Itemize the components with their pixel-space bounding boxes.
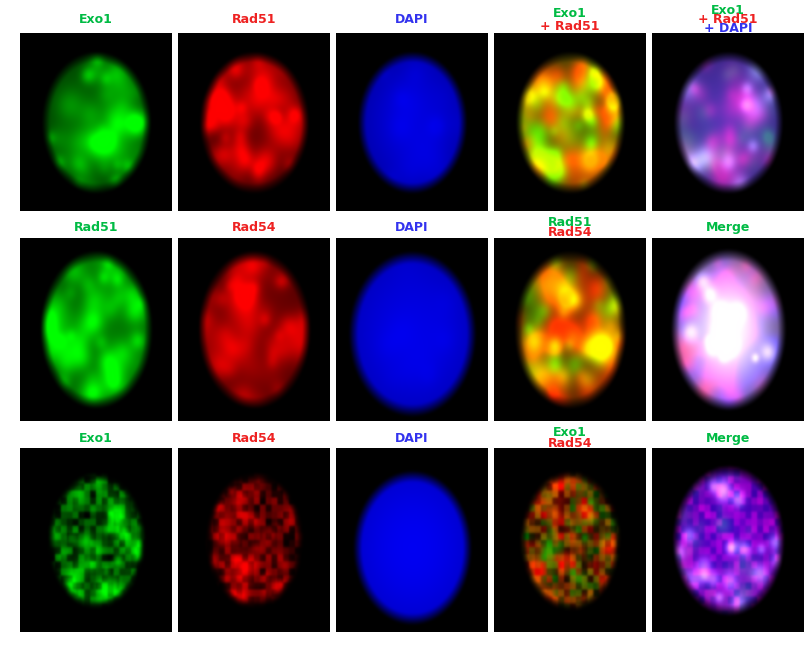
Text: Exo1: Exo1	[710, 5, 744, 17]
Text: Exo1: Exo1	[552, 426, 586, 439]
Text: DAPI: DAPI	[395, 221, 428, 234]
Text: DAPI: DAPI	[395, 432, 428, 444]
Text: Rad54: Rad54	[231, 221, 276, 234]
Text: + Rad51: + Rad51	[697, 14, 757, 26]
Text: Rad54: Rad54	[231, 432, 276, 444]
Text: DAPI: DAPI	[395, 14, 428, 26]
Text: Rad54: Rad54	[547, 437, 592, 450]
Text: Exo1: Exo1	[79, 432, 113, 444]
Text: Exo1: Exo1	[552, 6, 586, 19]
Text: Merge: Merge	[705, 432, 749, 444]
Text: Rad54: Rad54	[547, 226, 592, 239]
Text: Exo1: Exo1	[79, 14, 113, 26]
Text: + DAPI: + DAPI	[703, 22, 752, 35]
Text: + Rad51: + Rad51	[539, 20, 599, 33]
Text: Rad51: Rad51	[231, 14, 276, 26]
Text: Rad51: Rad51	[547, 216, 592, 229]
Text: Rad51: Rad51	[74, 221, 118, 234]
Text: Merge: Merge	[705, 221, 749, 234]
